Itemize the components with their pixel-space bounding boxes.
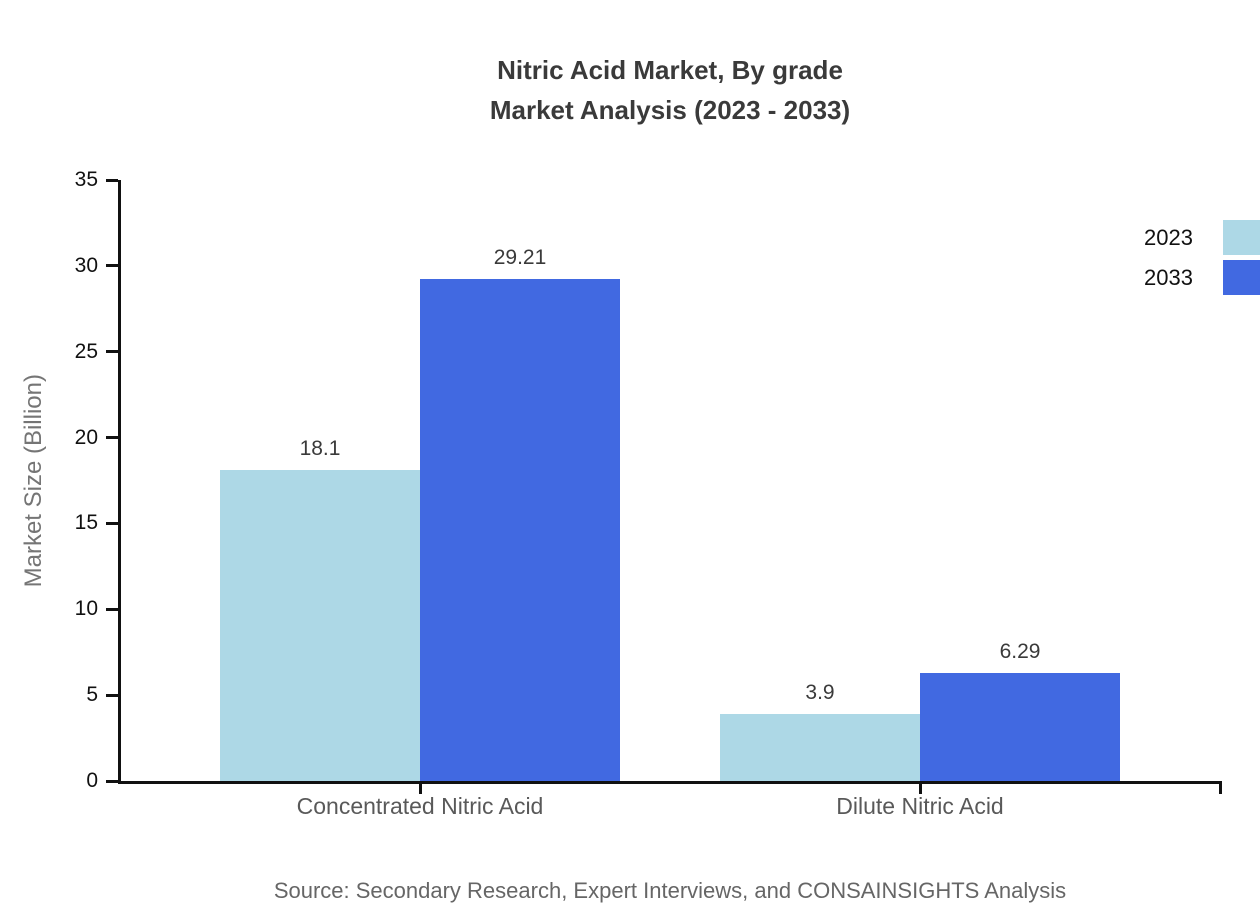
y-tick-label: 35 [74,168,98,191]
chart-title: Nitric Acid Market, By grade Market Anal… [120,50,1220,130]
bar-2023-category-1 [220,470,420,781]
y-axis-tick [106,436,118,440]
x-axis-tick [918,784,922,794]
x-axis-tick [418,784,422,794]
y-axis-tick [106,264,118,268]
bar-value-label: 3.9 [805,681,835,705]
legend-swatch [1223,260,1260,295]
y-tick-label: 10 [74,597,98,621]
y-axis-tick [106,521,118,525]
y-axis-tick [106,693,118,697]
bar-2033-category-2 [920,673,1120,781]
x-category-label: Dilute Nitric Acid [836,793,1004,819]
legend-label: 2033 [1144,264,1193,290]
y-tick-label: 20 [74,425,98,449]
legend-item-2033: 2033 [1144,260,1260,295]
legend-item-2023: 2023 [1144,220,1260,255]
y-tick-label: 25 [74,339,98,363]
y-tick-label: 15 [74,511,98,535]
y-tick-label: 0 [86,769,98,792]
bar-2033-category-1 [420,279,620,781]
y-axis-tick [106,350,118,354]
x-category-label: Concentrated Nitric Acid [296,793,544,819]
y-tick-label: 5 [86,683,98,707]
y-axis-tick [106,607,118,611]
plot-area: 18.1 29.21 3.9 6.29 [121,180,1221,781]
x-axis-end-tick [1219,781,1222,794]
legend-label: 2023 [1144,224,1193,250]
chart-title-line2: Market Analysis (2023 - 2033) [489,95,851,125]
y-tick-label: 30 [74,253,98,277]
y-axis-tick [106,779,118,783]
bar-value-label: 18.1 [299,437,341,461]
y-axis-tick [106,178,118,182]
source-note: Source: Secondary Research, Expert Inter… [273,878,1067,903]
legend-swatch [1223,220,1260,255]
x-axis-spine [118,781,1222,784]
bar-value-label: 6.29 [999,640,1041,663]
bar-value-label: 29.21 [493,246,547,270]
chart-title-line1: Nitric Acid Market, By grade [497,55,843,85]
legend: 2023 2033 [1144,220,1260,300]
bar-2023-category-2 [720,714,920,781]
y-axis-spine [118,180,121,784]
